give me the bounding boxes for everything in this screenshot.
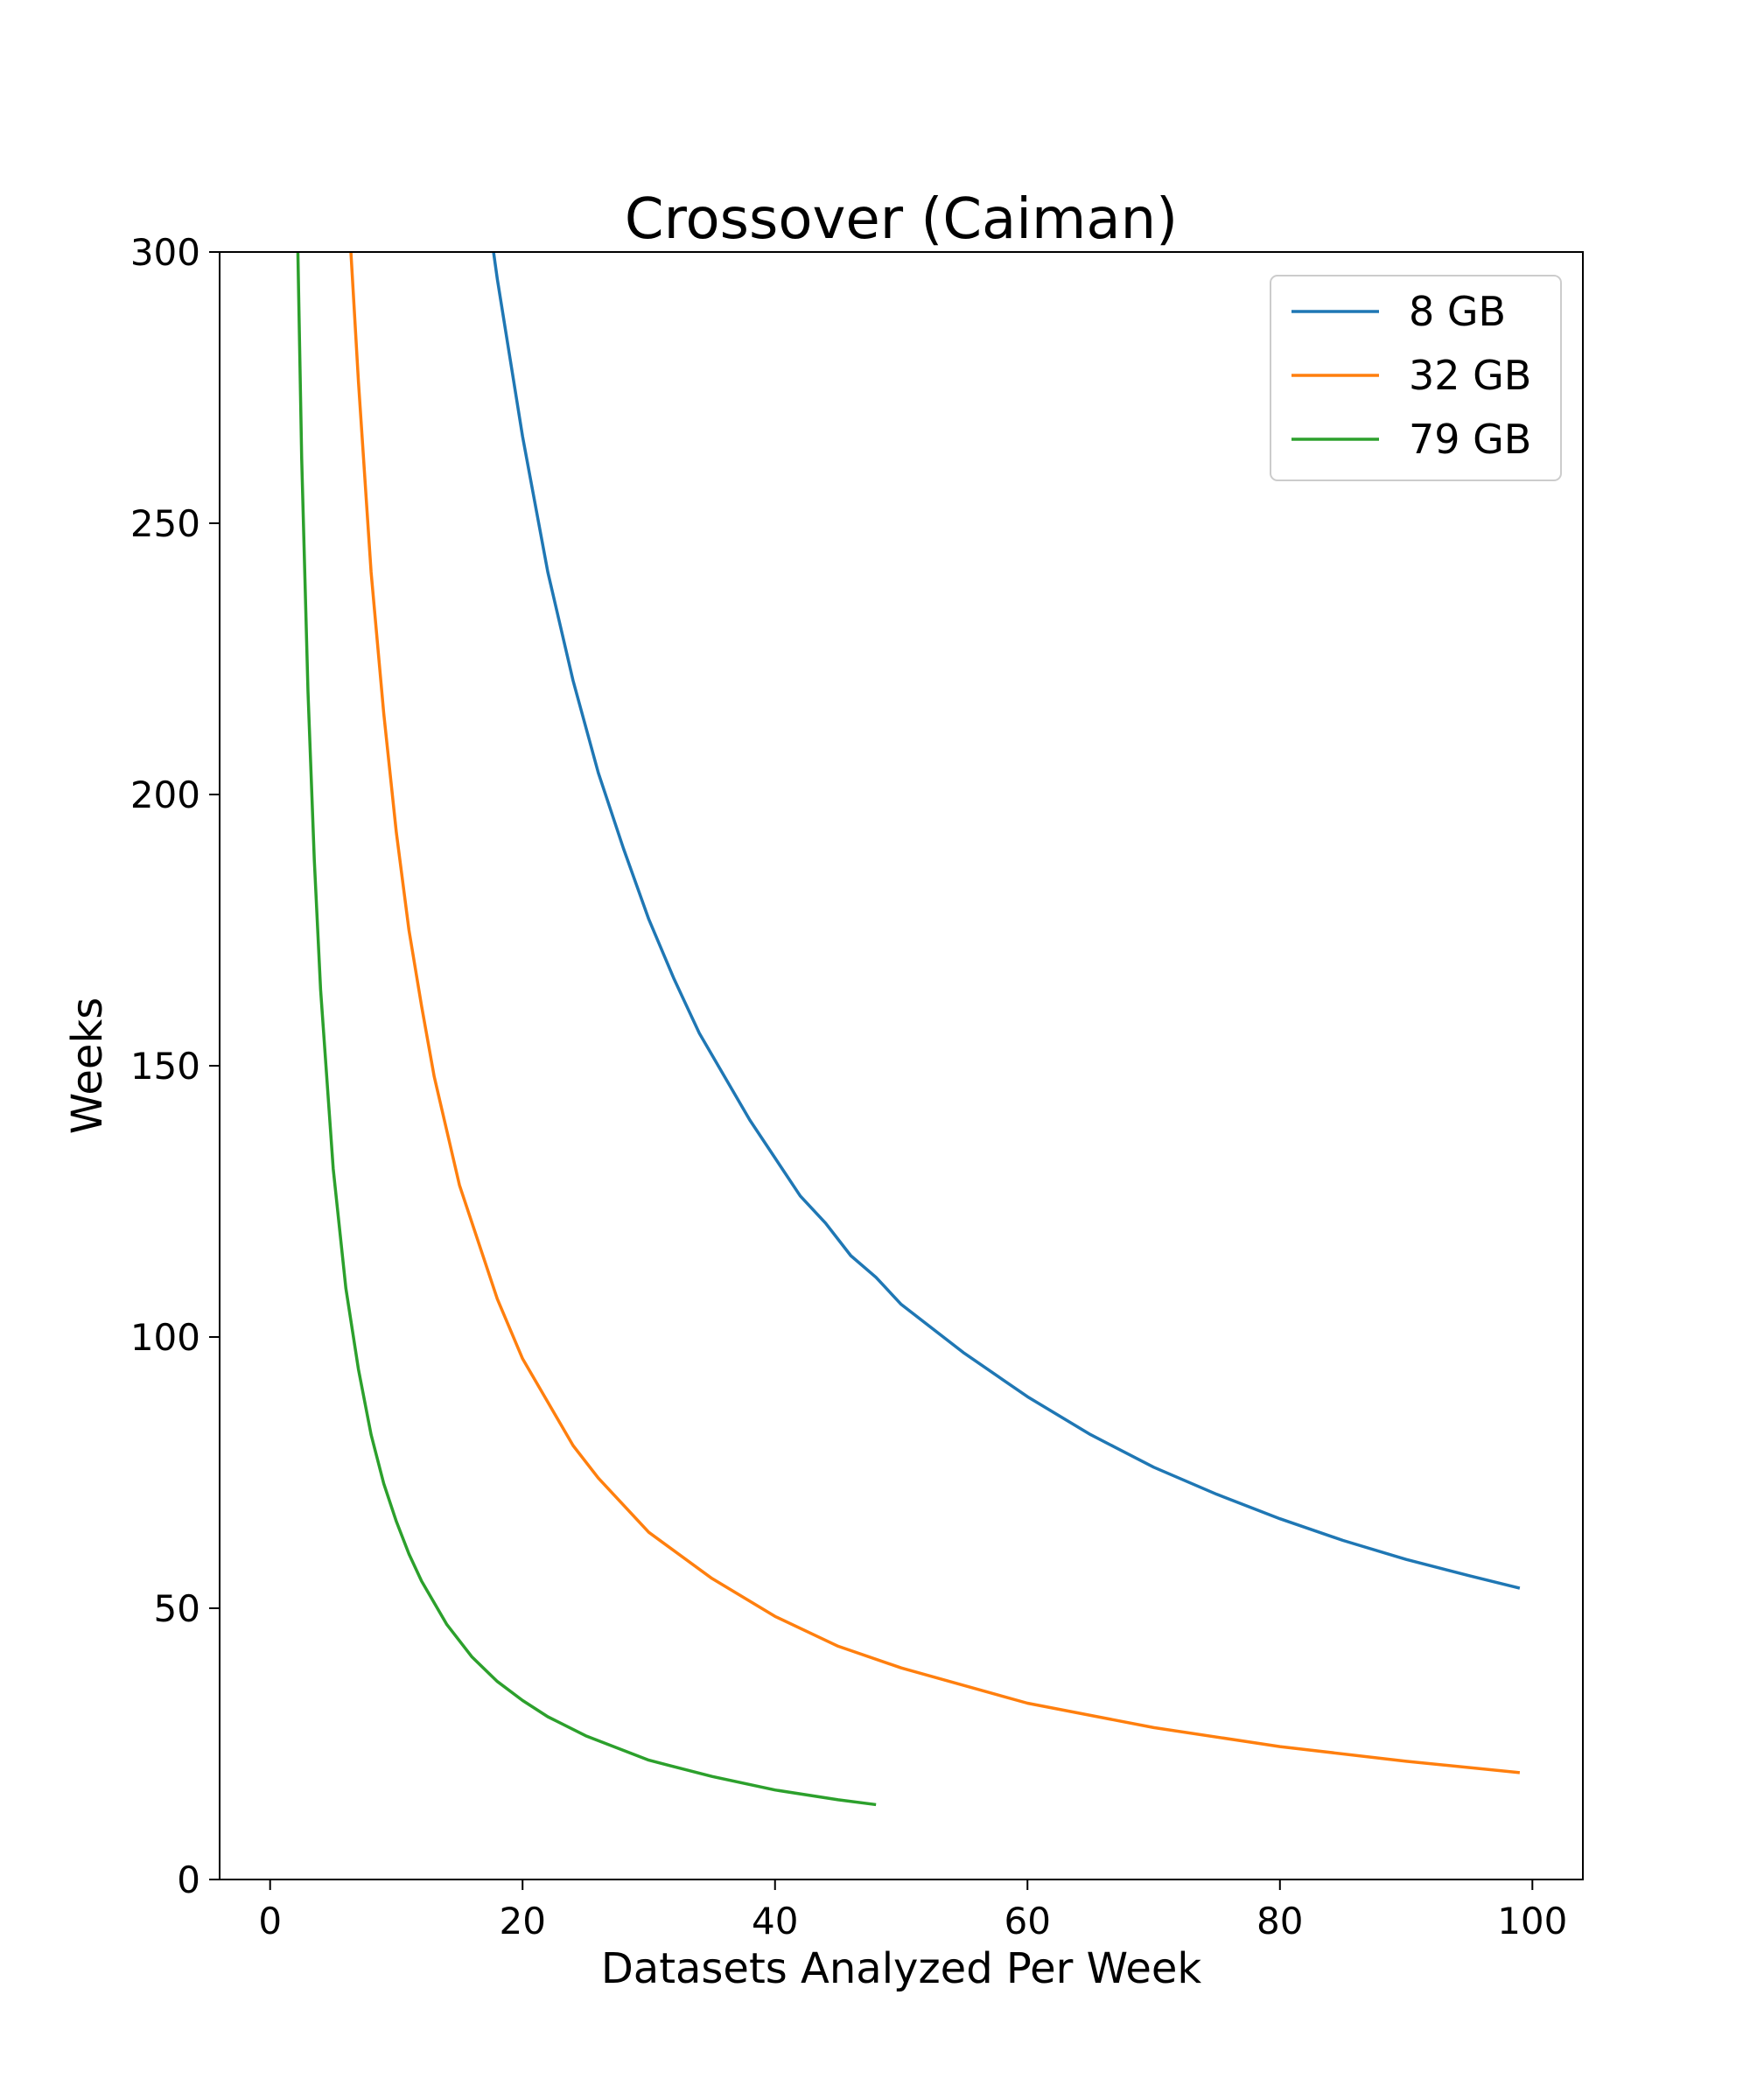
x-tick-label: 60 bbox=[1004, 1900, 1051, 1942]
chart-title: Crossover (Caiman) bbox=[625, 187, 1178, 252]
x-tick-label: 40 bbox=[752, 1900, 798, 1942]
series-line-8-gb bbox=[492, 251, 1521, 1590]
x-axis-ticks: 0 20 40 60 80 100 bbox=[258, 1880, 1567, 1942]
y-tick-label: 0 bbox=[177, 1858, 200, 1901]
y-axis-ticks: 0 50 100 150 200 250 300 bbox=[130, 231, 220, 1901]
legend-entries: 8 GB 32 GB 79 GB bbox=[1292, 288, 1531, 463]
y-tick-label: 200 bbox=[130, 774, 200, 816]
x-tick-label: 80 bbox=[1256, 1900, 1303, 1942]
series-line-32-gb bbox=[349, 251, 1521, 1774]
series-layer bbox=[296, 251, 1521, 1807]
legend: 8 GB 32 GB 79 GB bbox=[1270, 275, 1562, 481]
y-tick-label: 150 bbox=[130, 1045, 200, 1088]
legend-label-32-gb: 32 GB bbox=[1409, 352, 1531, 399]
y-axis-label: Weeks bbox=[63, 998, 112, 1135]
legend-box bbox=[1270, 275, 1562, 481]
x-tick-label: 100 bbox=[1497, 1900, 1567, 1942]
y-tick-label: 50 bbox=[154, 1587, 200, 1630]
y-tick-label: 250 bbox=[130, 502, 200, 545]
legend-label-79-gb: 79 GB bbox=[1409, 416, 1531, 463]
x-tick-label: 20 bbox=[499, 1900, 545, 1942]
y-tick-label: 100 bbox=[130, 1316, 200, 1359]
legend-label-8-gb: 8 GB bbox=[1409, 288, 1506, 335]
series-line-79-gb bbox=[296, 251, 877, 1807]
x-tick-label: 0 bbox=[258, 1900, 282, 1942]
y-tick-label: 300 bbox=[130, 231, 200, 274]
x-axis-label: Datasets Analyzed Per Week bbox=[601, 1944, 1202, 1993]
